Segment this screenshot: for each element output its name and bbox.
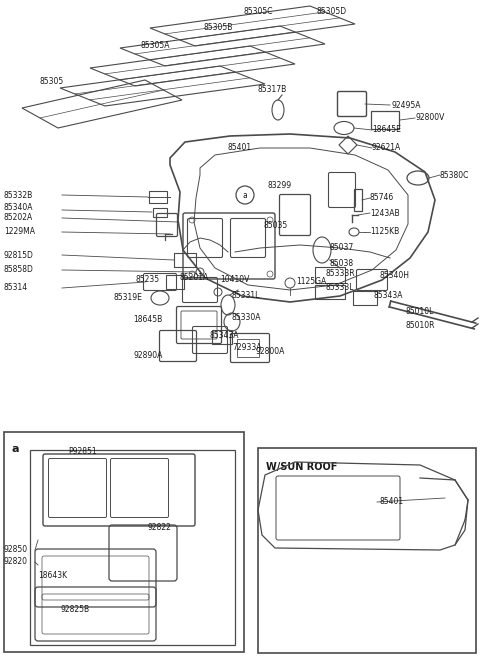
Bar	[237, 339, 259, 357]
Text: 92890A: 92890A	[133, 350, 163, 359]
Text: 85305A: 85305A	[140, 41, 170, 51]
Bar	[315, 267, 345, 283]
Text: 85202A: 85202A	[4, 214, 33, 223]
Text: a: a	[12, 444, 20, 454]
Text: 92850: 92850	[4, 545, 28, 555]
Text: 92495A: 92495A	[392, 101, 421, 110]
Text: 85401: 85401	[228, 143, 252, 152]
Text: 92825B: 92825B	[60, 606, 90, 614]
Text: 10410V: 10410V	[220, 275, 250, 284]
Text: 18643K: 18643K	[38, 570, 67, 579]
Bar	[354, 189, 362, 211]
Text: 85332B: 85332B	[4, 191, 33, 200]
Text: 85331L: 85331L	[232, 290, 260, 300]
Bar	[174, 253, 196, 267]
Text: 18645B: 18645B	[133, 315, 163, 325]
Bar	[371, 111, 399, 129]
Text: 92822: 92822	[148, 524, 172, 533]
Text: 85333L: 85333L	[325, 284, 353, 292]
Text: P92851: P92851	[68, 447, 96, 457]
Text: W/SUN ROOF: W/SUN ROOF	[266, 462, 337, 472]
Text: 85235: 85235	[136, 275, 160, 284]
Text: 83299: 83299	[268, 181, 292, 189]
Text: 85305C: 85305C	[243, 7, 273, 16]
Text: 85401: 85401	[380, 497, 404, 507]
Text: 1125GA: 1125GA	[296, 277, 326, 286]
Text: 92800A: 92800A	[256, 348, 286, 357]
Text: 85305B: 85305B	[204, 24, 233, 32]
Text: 85035: 85035	[264, 221, 288, 229]
Text: 1229MA: 1229MA	[4, 227, 35, 237]
Text: 92621A: 92621A	[372, 143, 401, 152]
Text: 85201A: 85201A	[180, 273, 209, 283]
Text: 85010R: 85010R	[405, 321, 434, 330]
Text: 92815D: 92815D	[4, 250, 34, 260]
Text: 85380C: 85380C	[440, 171, 469, 179]
Text: 85305D: 85305D	[317, 7, 347, 16]
Bar	[315, 285, 345, 299]
Bar	[153, 208, 167, 217]
Text: 18645E: 18645E	[372, 125, 401, 135]
Text: 85340H: 85340H	[380, 271, 410, 279]
Text: 1243AB: 1243AB	[370, 208, 400, 217]
Text: 85340A: 85340A	[4, 204, 34, 212]
Text: 85333R: 85333R	[325, 269, 355, 279]
Text: 85343A: 85343A	[373, 290, 403, 300]
Bar	[166, 275, 184, 289]
Text: 85314: 85314	[4, 284, 28, 292]
Bar	[258, 448, 476, 653]
Text: 85038: 85038	[330, 258, 354, 267]
Text: 85317B: 85317B	[257, 85, 287, 95]
Text: 92820: 92820	[4, 558, 28, 566]
Bar	[149, 191, 167, 203]
Text: 85319E: 85319E	[114, 294, 143, 302]
Text: 1125KB: 1125KB	[370, 227, 399, 237]
Text: 85305: 85305	[40, 78, 64, 87]
Text: 72933A: 72933A	[232, 344, 262, 353]
Text: a: a	[242, 191, 247, 200]
Bar	[353, 291, 377, 305]
Text: 85037: 85037	[330, 244, 354, 252]
Bar	[30, 450, 235, 645]
Text: 92800V: 92800V	[415, 114, 444, 122]
Text: 85746: 85746	[370, 194, 394, 202]
Text: 85343A: 85343A	[210, 330, 240, 340]
Bar	[212, 330, 232, 344]
Text: 85010L: 85010L	[405, 307, 433, 317]
Text: 85858D: 85858D	[4, 265, 34, 275]
Text: 85330A: 85330A	[232, 313, 262, 323]
Bar	[4, 432, 244, 652]
